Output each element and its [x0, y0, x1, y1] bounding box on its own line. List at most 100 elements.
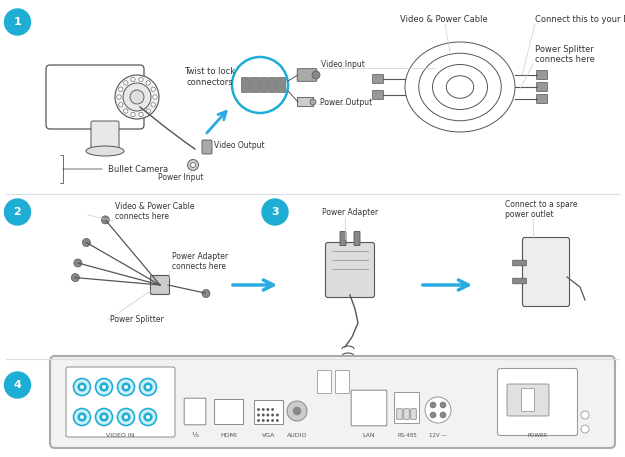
Circle shape: [425, 397, 451, 423]
Circle shape: [430, 402, 436, 408]
Circle shape: [152, 95, 158, 99]
Circle shape: [124, 81, 128, 85]
Circle shape: [188, 159, 199, 170]
Text: 2: 2: [14, 207, 21, 217]
FancyBboxPatch shape: [298, 69, 317, 81]
Circle shape: [80, 415, 84, 419]
Circle shape: [271, 408, 274, 411]
Circle shape: [78, 383, 86, 391]
Circle shape: [267, 420, 269, 422]
Circle shape: [312, 71, 320, 79]
Circle shape: [258, 420, 260, 422]
Circle shape: [100, 413, 108, 421]
Circle shape: [144, 383, 152, 391]
Circle shape: [191, 163, 196, 168]
Circle shape: [96, 409, 112, 425]
Circle shape: [124, 415, 127, 419]
Circle shape: [276, 420, 279, 422]
Circle shape: [78, 413, 86, 421]
Text: LAN: LAN: [362, 433, 375, 438]
Text: Video Input: Video Input: [321, 60, 365, 69]
Circle shape: [119, 87, 123, 91]
FancyBboxPatch shape: [404, 409, 409, 419]
Text: HDMI: HDMI: [221, 433, 238, 438]
FancyBboxPatch shape: [50, 356, 615, 448]
Circle shape: [74, 259, 82, 267]
Text: 3: 3: [271, 207, 279, 217]
FancyBboxPatch shape: [411, 409, 416, 419]
Circle shape: [430, 412, 436, 418]
Text: Video Output: Video Output: [214, 140, 264, 149]
Circle shape: [262, 408, 264, 411]
Text: RS-485: RS-485: [397, 433, 417, 438]
Text: VGA: VGA: [262, 433, 276, 438]
Circle shape: [122, 383, 130, 391]
Circle shape: [293, 407, 301, 415]
Text: Power Splitter
connects here: Power Splitter connects here: [535, 45, 595, 64]
Circle shape: [124, 109, 128, 113]
Ellipse shape: [86, 146, 124, 156]
Circle shape: [4, 199, 31, 225]
Circle shape: [258, 408, 260, 411]
Circle shape: [267, 414, 269, 416]
Text: Power Adapter
connects here: Power Adapter connects here: [172, 252, 228, 271]
FancyBboxPatch shape: [397, 409, 402, 419]
FancyBboxPatch shape: [512, 278, 526, 284]
FancyBboxPatch shape: [298, 97, 314, 106]
FancyBboxPatch shape: [394, 393, 419, 424]
FancyBboxPatch shape: [340, 232, 346, 245]
Circle shape: [276, 414, 279, 416]
Circle shape: [262, 199, 288, 225]
Circle shape: [96, 378, 112, 395]
Text: VIDEO IN: VIDEO IN: [106, 433, 135, 438]
Circle shape: [102, 385, 106, 389]
Text: Bullet Camera: Bullet Camera: [108, 165, 168, 174]
Text: Power Adapter: Power Adapter: [322, 208, 378, 217]
Circle shape: [71, 274, 79, 282]
Circle shape: [139, 409, 156, 425]
Circle shape: [344, 369, 352, 377]
FancyBboxPatch shape: [498, 368, 578, 436]
FancyBboxPatch shape: [372, 90, 384, 100]
Circle shape: [100, 383, 108, 391]
FancyBboxPatch shape: [46, 65, 144, 129]
Circle shape: [267, 408, 269, 411]
Circle shape: [139, 378, 156, 395]
Circle shape: [82, 239, 91, 246]
FancyBboxPatch shape: [521, 388, 534, 411]
Circle shape: [262, 414, 264, 416]
FancyBboxPatch shape: [318, 371, 331, 393]
Circle shape: [74, 378, 91, 395]
Text: 4: 4: [14, 380, 21, 390]
Circle shape: [4, 372, 31, 398]
Circle shape: [146, 415, 150, 419]
Circle shape: [139, 77, 143, 82]
FancyBboxPatch shape: [372, 74, 384, 84]
Circle shape: [101, 216, 109, 224]
FancyBboxPatch shape: [354, 232, 360, 245]
Circle shape: [258, 414, 260, 416]
Circle shape: [130, 90, 144, 104]
FancyBboxPatch shape: [536, 83, 548, 91]
Circle shape: [117, 95, 121, 99]
Text: Power Output: Power Output: [320, 98, 372, 107]
Circle shape: [271, 414, 274, 416]
Circle shape: [139, 112, 143, 117]
FancyBboxPatch shape: [251, 78, 259, 92]
FancyBboxPatch shape: [507, 384, 549, 416]
FancyBboxPatch shape: [151, 276, 169, 294]
FancyBboxPatch shape: [91, 121, 119, 151]
FancyBboxPatch shape: [326, 243, 374, 298]
Text: 1: 1: [14, 17, 21, 27]
Circle shape: [4, 9, 31, 35]
FancyBboxPatch shape: [536, 70, 548, 80]
Circle shape: [202, 289, 210, 298]
Text: 12V —: 12V —: [429, 433, 447, 438]
FancyBboxPatch shape: [259, 78, 268, 92]
Circle shape: [440, 412, 446, 418]
Circle shape: [151, 103, 156, 107]
FancyBboxPatch shape: [278, 78, 286, 92]
FancyBboxPatch shape: [536, 95, 548, 103]
Circle shape: [118, 409, 134, 425]
FancyBboxPatch shape: [214, 399, 244, 425]
